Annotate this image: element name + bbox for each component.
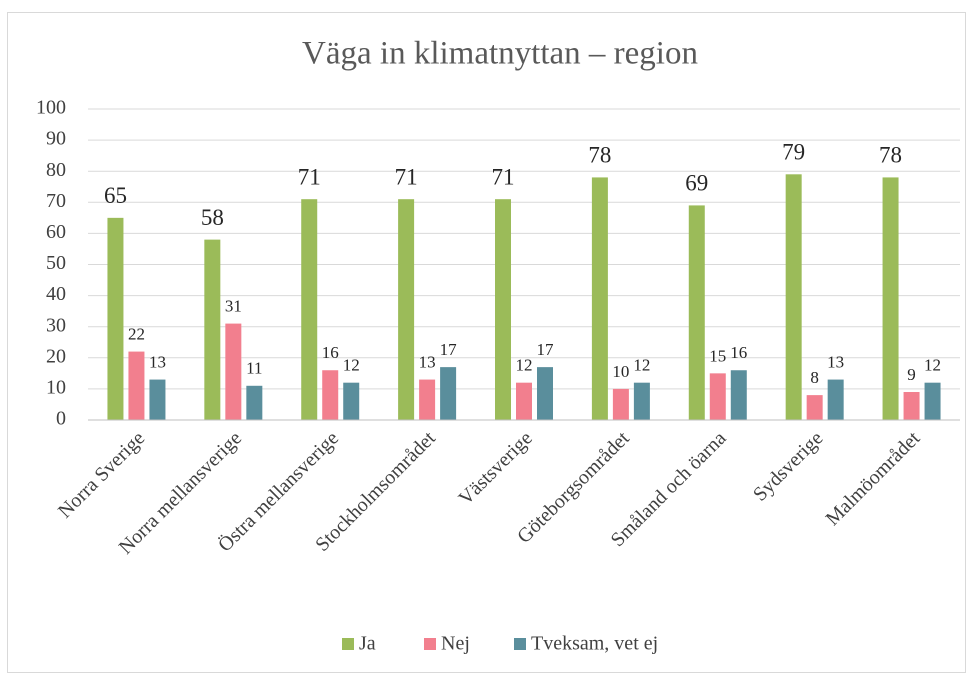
bar [537,367,553,420]
data-label: 17 [537,340,555,359]
bar [495,199,511,420]
legend-swatch [342,638,354,650]
data-label: 13 [827,352,844,371]
data-label: 16 [730,343,747,362]
y-tick-label: 100 [36,97,66,119]
legend-label: Ja [359,633,376,655]
bar [301,199,318,420]
bar [149,379,166,420]
data-label: 71 [395,164,418,189]
data-label: 65 [104,183,127,208]
y-tick-label: 50 [46,252,66,274]
data-label: 9 [907,365,916,384]
data-label: 71 [298,164,321,189]
bar [806,395,823,420]
y-tick-label: 30 [46,314,66,336]
y-tick-label: 20 [46,345,66,367]
bar [343,382,360,420]
legend-label: Tveksam, vet ej [531,633,658,655]
y-tick-label: 0 [56,408,66,430]
y-tick-label: 80 [46,159,66,181]
legend-swatch [424,638,436,650]
data-label: 13 [419,352,436,371]
bar [419,379,436,420]
data-label: 78 [588,143,611,168]
chart-title: Väga in klimatnyttan – region [302,36,698,72]
bar [107,217,124,420]
bar [225,323,242,420]
data-label: 12 [924,356,941,375]
data-label: 17 [440,340,458,359]
data-label: 31 [225,296,242,315]
data-label: 78 [879,143,902,168]
data-label: 12 [343,356,360,375]
bar [785,174,802,420]
data-label: 12 [516,356,533,375]
bar [398,199,415,420]
bar [612,388,629,420]
y-tick-label: 90 [46,128,66,150]
bar [128,351,145,420]
bar [709,373,726,420]
data-label: 13 [149,352,166,371]
data-label: 11 [246,359,262,378]
legend-label: Nej [441,633,470,655]
bar [633,382,650,420]
data-label: 22 [128,324,145,343]
bar [204,239,221,420]
bar [591,177,608,420]
legend-swatch [514,638,526,650]
data-label: 12 [633,356,650,375]
bar [730,370,747,420]
chart-frame [7,12,966,673]
data-label: 58 [201,205,224,230]
data-label: 16 [322,343,339,362]
y-tick-label: 60 [46,221,66,243]
bar [440,367,457,420]
data-label: 71 [492,164,515,189]
bar [924,382,941,420]
bar [246,385,263,420]
bar [688,205,705,420]
bar [903,392,920,420]
data-label: 8 [810,368,819,387]
data-label: 10 [612,362,629,381]
data-label: 69 [685,171,708,196]
y-tick-label: 70 [46,190,66,212]
bar [827,379,844,420]
bar [516,382,532,420]
y-tick-label: 40 [46,283,66,305]
y-tick-label: 10 [46,376,66,398]
data-label: 15 [709,346,726,365]
bar [322,370,339,420]
data-label: 79 [782,140,805,165]
bar [882,177,899,420]
